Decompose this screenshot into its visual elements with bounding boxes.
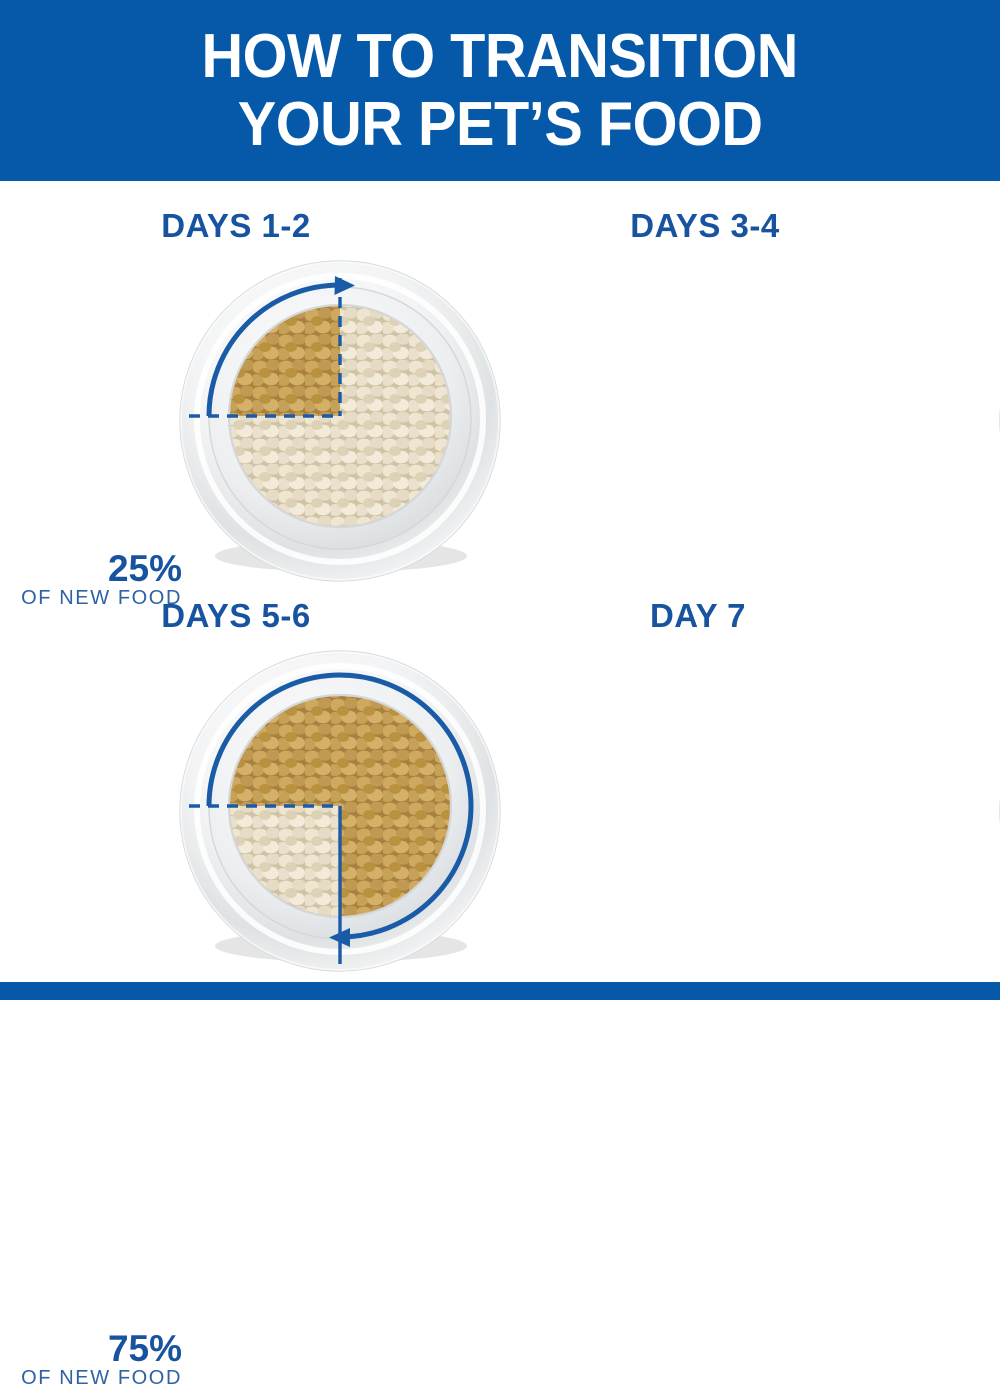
- callout-percent-value: 75%: [107, 1328, 182, 1369]
- bowl-svg: [995, 256, 1000, 586]
- step-day-label: DAYS 3-4: [630, 207, 780, 244]
- quadrant-dashed-guides: [189, 804, 342, 964]
- step-card-days-1-2: DAYS 1-2: [0, 181, 501, 609]
- callout-percent-caption: OF NEW FOOD: [21, 587, 182, 609]
- bowl-illustration-day-7: [995, 646, 1000, 976]
- step-day-label: DAY 7: [649, 597, 747, 634]
- footer-bar: [0, 982, 1000, 1000]
- quadrant-dashed-guides: [189, 278, 342, 418]
- step-day-label: DAYS 5-6: [161, 597, 311, 634]
- bowl-svg: [995, 646, 1000, 976]
- kibble-fill: [995, 256, 1000, 586]
- step-day-label: DAYS 1-2: [161, 207, 311, 244]
- steps-grid: DAYS 1-2: [0, 181, 1000, 1389]
- bowl-illustration-days-5-6: [175, 646, 505, 976]
- bowl-illustration-days-1-2: [175, 256, 505, 586]
- callout-75-percent: 75% OF NEW FOOD: [0, 1328, 182, 1389]
- kibble-fill: [995, 646, 1000, 976]
- step-card-days-3-4: DAYS 3-4: [500, 181, 1000, 581]
- bowl-svg: [179, 650, 501, 972]
- callout-25-percent: 25% OF NEW FOOD: [0, 548, 182, 609]
- step-card-day-7: DAY 7: [500, 571, 1000, 971]
- page-title-line-1: HOW TO TRANSITION: [201, 21, 799, 91]
- bowl-illustration-days-3-4: [995, 256, 1000, 586]
- page-header: HOW TO TRANSITION YOUR PET’S FOOD: [0, 0, 1000, 181]
- page-title-line-2: YOUR PET’S FOOD: [237, 89, 763, 159]
- bowl-svg: [179, 260, 501, 582]
- callout-percent-value: 25%: [107, 548, 182, 589]
- step-card-days-5-6: DAYS 5-6: [0, 571, 501, 1389]
- callout-percent-caption: OF NEW FOOD: [21, 1367, 182, 1389]
